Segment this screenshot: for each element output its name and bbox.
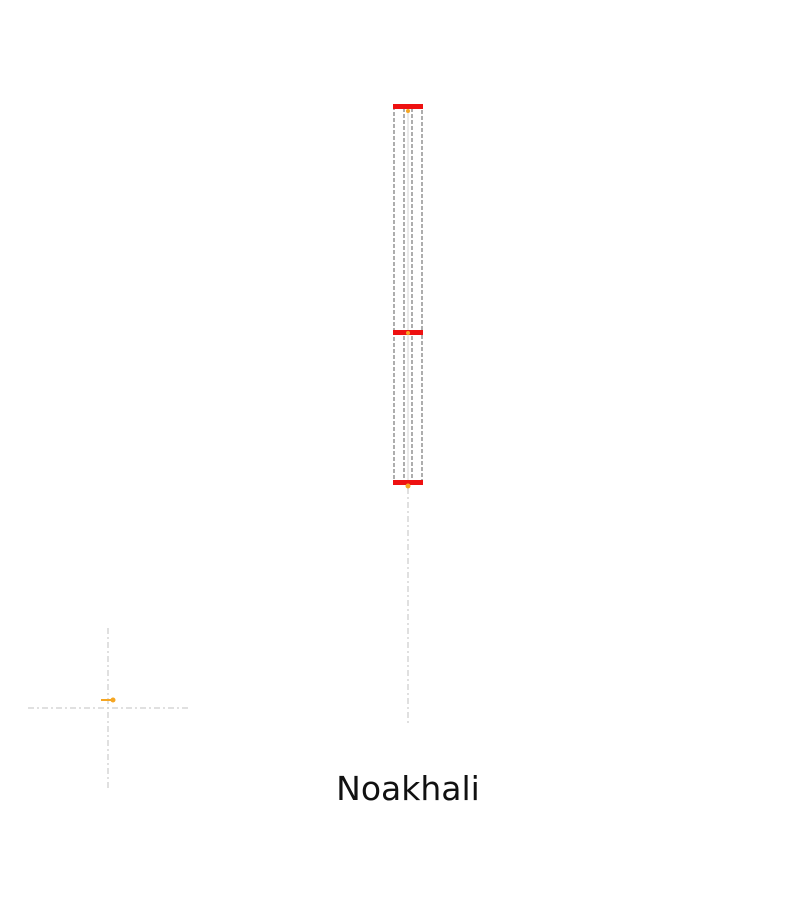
node-marker-top <box>406 109 410 113</box>
bottom-cap <box>393 480 423 485</box>
column-frame <box>393 107 423 484</box>
diagram-caption: Noakhali <box>336 769 480 808</box>
origin-marker <box>101 697 116 703</box>
top-cap <box>393 104 423 109</box>
node-marker-middle <box>406 331 410 335</box>
node-marker-bottom <box>405 483 411 489</box>
